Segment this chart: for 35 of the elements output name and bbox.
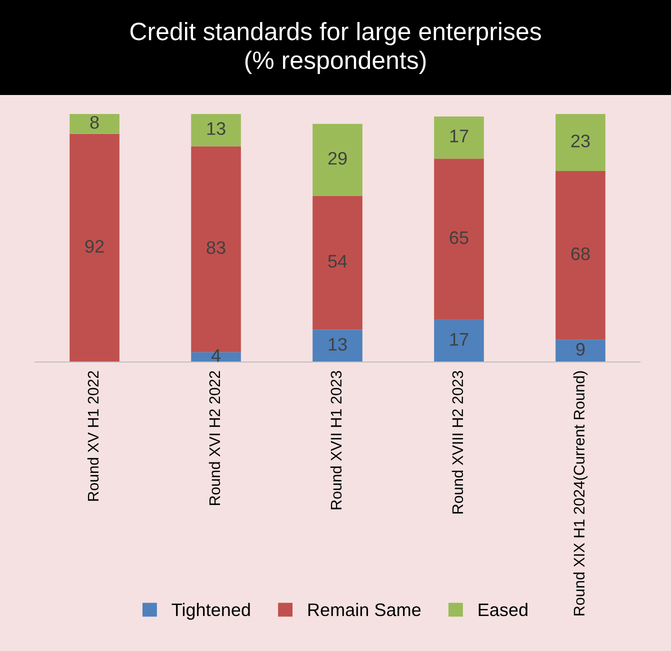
bar <box>312 330 362 362</box>
bar <box>70 134 120 362</box>
bar <box>191 114 241 146</box>
bar <box>312 124 362 196</box>
data-label: 23 <box>571 134 590 148</box>
x-tick-label: Round XVI H2 2022 <box>208 371 220 505</box>
data-label: 92 <box>85 240 104 253</box>
bar <box>434 158 484 320</box>
bar <box>556 114 606 172</box>
x-tick-label: Round XVII H1 2023 <box>330 370 342 510</box>
x-tick-label: Round XVIII H2 2023 <box>452 370 464 514</box>
data-label: 13 <box>207 122 226 135</box>
x-tick-label: Round XV H1 2022 <box>87 371 99 501</box>
chart-title: Credit standards for large enterprises (% respondents) <box>130 22 541 74</box>
data-label: 29 <box>328 152 347 165</box>
data-label: 68 <box>571 247 590 260</box>
data-label: 65 <box>450 231 468 244</box>
bar <box>434 116 484 159</box>
legend-label: Remain Same <box>308 602 421 616</box>
bar <box>312 196 362 330</box>
data-label: 83 <box>206 241 226 254</box>
bar <box>434 320 484 362</box>
data-label: 9 <box>576 342 585 356</box>
bar <box>556 171 606 340</box>
bar <box>70 114 120 134</box>
x-tick-label: Round XIX H1 2024(Current Round) <box>573 371 588 616</box>
data-label: 17 <box>450 130 468 142</box>
data-label: 54 <box>328 255 348 268</box>
data-label: 17 <box>450 333 468 346</box>
legend-label: Tightened <box>172 602 250 620</box>
legend-label: Eased <box>478 602 528 616</box>
data-label: 13 <box>328 338 347 351</box>
data-label: 8 <box>90 116 99 129</box>
data-label: 4 <box>211 349 221 362</box>
bar <box>556 340 606 362</box>
